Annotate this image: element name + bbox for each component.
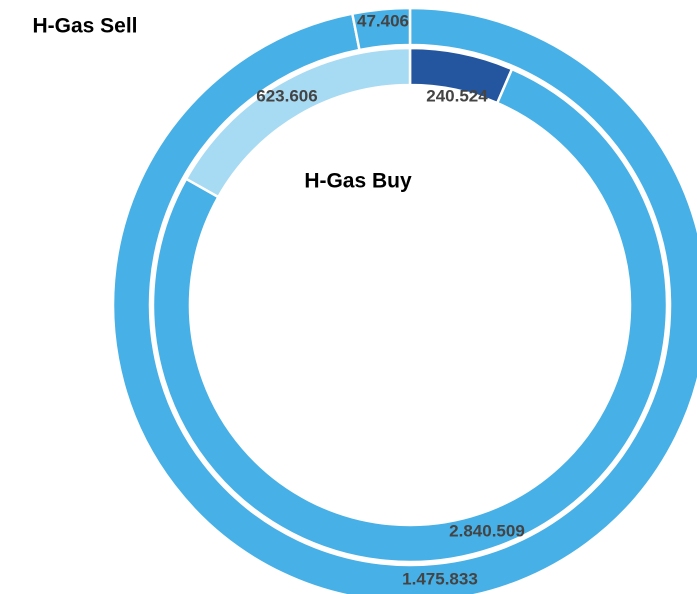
value-label: 623.606	[256, 86, 317, 105]
ring-segment	[151, 67, 669, 564]
value-label: 2.840.509	[449, 521, 525, 540]
value-label: 1.475.833	[402, 569, 478, 588]
value-label: 240.524	[426, 86, 488, 105]
rings	[111, 6, 697, 594]
value-label: 47.406	[357, 11, 409, 30]
inner-ring-title: H-Gas Buy	[304, 170, 412, 193]
ring-segment	[350, 6, 412, 52]
ring-segment	[111, 6, 697, 594]
outer-ring-title: H-Gas Sell	[32, 15, 137, 38]
labels: 1.475.833 47.406 240.524 2.840.509 623.606	[256, 11, 525, 588]
ring-segment	[184, 46, 412, 199]
